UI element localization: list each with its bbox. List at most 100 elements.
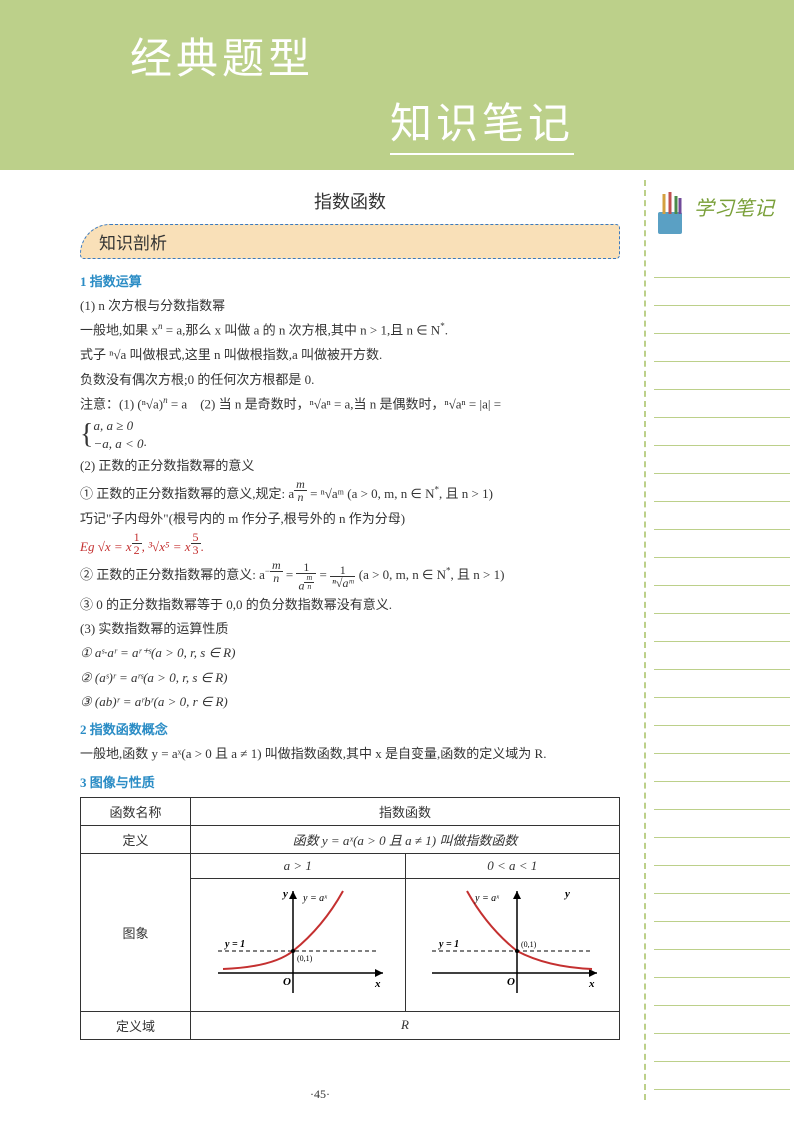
- p9f2d: ⁿ√aᵐ: [330, 577, 355, 589]
- note-line: [654, 1034, 790, 1062]
- cell-r3c2b: 0 < a < 1: [405, 853, 620, 878]
- heading-2: 2 指数函数概念: [80, 719, 620, 738]
- line-p1: (1) n 次方根与分数指数幂: [80, 294, 620, 317]
- line-p11: (3) 实数指数幂的运算性质: [80, 617, 620, 640]
- line-p8: 巧记"子内母外"(根号内的 m 作分子,根号外的 n 作为分母): [80, 507, 620, 530]
- note-line: [654, 922, 790, 950]
- p9d: (a > 0, m, n ∈ N: [355, 567, 446, 582]
- p7n: n: [294, 491, 307, 503]
- note-line: [654, 390, 790, 418]
- cell-r4c1: 图象: [81, 853, 191, 1011]
- body-text-block-2: 一般地,函数 y = aˣ(a > 0 且 a ≠ 1) 叫做指数函数,其中 x…: [80, 742, 620, 765]
- note-line: [654, 418, 790, 446]
- note-line: [654, 1062, 790, 1090]
- p9f2n: 1: [330, 564, 355, 577]
- note-line: [654, 978, 790, 1006]
- note-line: [654, 558, 790, 586]
- header-banner: 经典题型 知识笔记: [0, 0, 794, 170]
- note-line: [654, 306, 790, 334]
- note-line: [654, 278, 790, 306]
- eg-t2: , ³√x⁵ = x: [142, 539, 191, 554]
- banner-title-1: 经典题型: [130, 25, 314, 86]
- cell-r5c2: R: [191, 1011, 620, 1039]
- table-row: 定义 函数 y = aˣ(a > 0 且 a ≠ 1) 叫做指数函数: [81, 825, 620, 853]
- eg-label: Eg: [80, 539, 94, 554]
- cell-r1c1: 函数名称: [81, 797, 191, 825]
- note-line: [654, 698, 790, 726]
- note-line: [654, 362, 790, 390]
- note-line: [654, 894, 790, 922]
- p2-pre: 一般地,如果 x: [80, 323, 158, 338]
- svg-text:(0,1): (0,1): [521, 940, 537, 949]
- p7c: , 且 n > 1): [439, 486, 493, 501]
- heading-3: 3 图像与性质: [80, 772, 620, 791]
- line-p6: (2) 正数的正分数指数幂的意义: [80, 454, 620, 477]
- line-p9: ② 正数的正分数指数幂的意义: a−mn = 1amn = 1ⁿ√aᵐ (a >…: [80, 559, 620, 591]
- p5b: = a: [168, 396, 188, 411]
- properties-table: 函数名称 指数函数 定义 函数 y = aˣ(a > 0 且 a ≠ 1) 叫做…: [80, 797, 620, 1040]
- cell-r2c1: 定义: [81, 825, 191, 853]
- table-row: 定义域 R: [81, 1011, 620, 1039]
- note-line: [654, 838, 790, 866]
- note-line: [654, 782, 790, 810]
- eg-t1: √x = x: [94, 539, 131, 554]
- section-header: 知识剖析: [80, 224, 620, 259]
- study-notes-sidebar: 学习笔记: [644, 180, 794, 1100]
- note-line: [654, 334, 790, 362]
- svg-text:O: O: [283, 976, 291, 988]
- svg-text:x: x: [588, 978, 595, 990]
- line-p3: 式子 ⁿ√a 叫做根式,这里 n 叫做根指数,a 叫做被开方数.: [80, 343, 620, 366]
- page-title: 指数函数: [80, 188, 620, 214]
- cell-r2c2: 函数 y = aˣ(a > 0 且 a ≠ 1) 叫做指数函数: [191, 825, 620, 853]
- concept-text: 一般地,函数 y = aˣ(a > 0 且 a ≠ 1) 叫做指数函数,其中 x…: [80, 742, 620, 765]
- line-p4: 负数没有偶次方根;0 的任何次方根都是 0.: [80, 368, 620, 391]
- cell-r3c2a: a > 1: [191, 853, 406, 878]
- svg-text:y: y: [563, 888, 570, 900]
- note-line: [654, 810, 790, 838]
- note-line: [654, 866, 790, 894]
- note-line: [654, 1006, 790, 1034]
- table-row: 函数名称 指数函数: [81, 797, 620, 825]
- p9f1n: 1: [296, 561, 316, 574]
- eg-end: .: [201, 539, 204, 554]
- banner-title-2: 知识笔记: [390, 90, 574, 155]
- graph-cell-1: y x O y = aˣ y = 1 (0,1): [191, 878, 406, 1011]
- svg-text:y = aˣ: y = aˣ: [474, 893, 500, 904]
- note-line: [654, 530, 790, 558]
- pencil-cup-icon: [650, 190, 690, 236]
- p5c: (2) 当 n 是奇数时，ⁿ√aⁿ = a,当 n 是偶数时，ⁿ√aⁿ = |a…: [200, 396, 501, 411]
- line-p13: ② (aˢ)ʳ = aʳˢ(a > 0, r, s ∈ R): [80, 666, 620, 689]
- line-p14: ③ (ab)ʳ = aʳbʳ(a > 0, r ∈ R): [80, 690, 620, 713]
- main-content: 指数函数 知识剖析 1 指数运算 (1) n 次方根与分数指数幂 一般地,如果 …: [0, 170, 640, 1040]
- note-line: [654, 614, 790, 642]
- note-line: [654, 502, 790, 530]
- egf1d: 2: [132, 544, 142, 556]
- p5a: 注意：(1) (ⁿ√a): [80, 396, 163, 411]
- p9c: =: [316, 567, 330, 582]
- line-eg: Eg √x = x12, ³√x⁵ = x53.: [80, 531, 620, 558]
- note-line: [654, 586, 790, 614]
- note-line: [654, 950, 790, 978]
- svg-text:y = aˣ: y = aˣ: [302, 893, 328, 904]
- cell-r1c2: 指数函数: [191, 797, 620, 825]
- svg-text:O: O: [507, 976, 515, 988]
- note-line: [654, 474, 790, 502]
- egf2d: 3: [191, 544, 201, 556]
- p9nn: n: [270, 572, 283, 584]
- heading-1: 1 指数运算: [80, 271, 620, 290]
- graph-cell-2: y x O y = aˣ y = 1 (0,1): [405, 878, 620, 1011]
- brace-system: { a, a ≥ 0 −a, a < 0 .: [80, 417, 620, 453]
- line-p2: 一般地,如果 xn = a,那么 x 叫做 a 的 n 次方根,其中 n > 1…: [80, 318, 620, 342]
- note-line: [654, 754, 790, 782]
- svg-text:y: y: [281, 888, 288, 900]
- line-p7: ① 正数的正分数指数幂的意义,规定: amn = ⁿ√aᵐ (a > 0, m,…: [80, 478, 620, 505]
- body-text-block-1: (1) n 次方根与分数指数幂 一般地,如果 xn = a,那么 x 叫做 a …: [80, 294, 620, 713]
- cell-r5c1: 定义域: [81, 1011, 191, 1039]
- table-row: 图象 a > 1 0 < a < 1: [81, 853, 620, 878]
- line-p5: 注意：(1) (ⁿ√a)n = a (2) 当 n 是奇数时，ⁿ√aⁿ = a,…: [80, 392, 620, 416]
- p7b: = ⁿ√aᵐ (a > 0, m, n ∈ N: [307, 486, 435, 501]
- p7a: ① 正数的正分数指数幂的意义,规定: a: [80, 486, 294, 501]
- brace-line-2: −a, a < 0: [93, 436, 143, 451]
- p9e: , 且 n > 1): [451, 567, 505, 582]
- exp-graph-increasing-icon: y x O y = aˣ y = 1 (0,1): [203, 883, 393, 1003]
